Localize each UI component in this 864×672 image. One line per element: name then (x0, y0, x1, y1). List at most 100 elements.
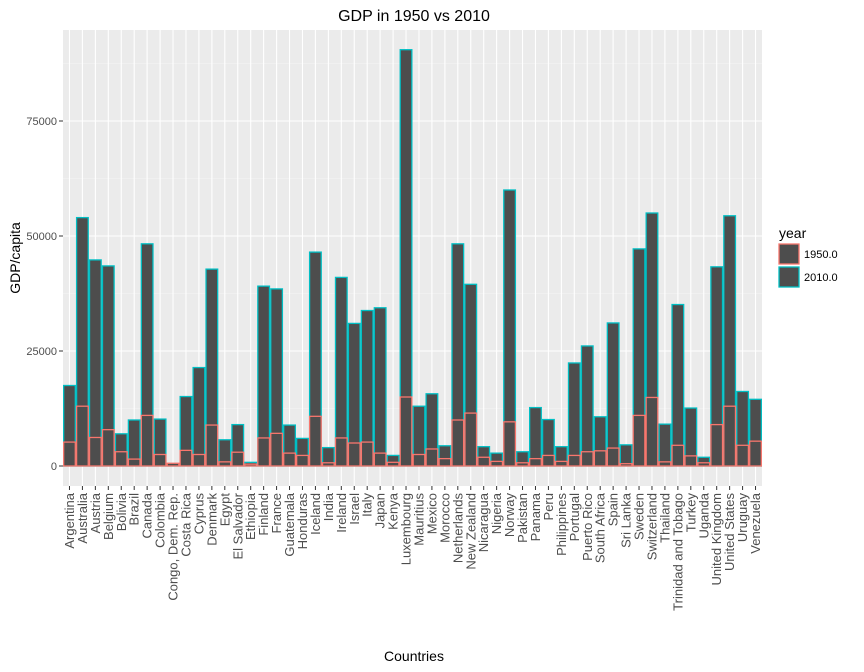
bar-1950.0-finland (257, 437, 271, 467)
x-tick-label: Norway (502, 493, 517, 538)
x-tick-label: Sri Lanka (619, 492, 634, 548)
x-axis-title: Countries (384, 648, 444, 664)
x-tick-label: Congo, Dem. Rep. (166, 493, 181, 601)
bar-1950.0-japan (373, 452, 387, 467)
bar-2010.0-thailand (658, 423, 672, 467)
x-tick-label: Nigeria (489, 492, 504, 534)
legend-label: 2010.0 (804, 272, 838, 284)
x-tick-label: United States (722, 493, 737, 572)
bar-1950.0-ethiopia (244, 463, 258, 467)
x-tick-label: Ethiopia (243, 492, 258, 540)
x-tick-label: Philippines (554, 493, 569, 556)
bar-1950.0-trinidad-and-tobago (671, 444, 685, 467)
x-tick-label: El Salvador (230, 492, 245, 559)
bar-1950.0-india (321, 462, 335, 467)
bar-1950.0-uganda (697, 462, 711, 467)
bar-1950.0-south-africa (593, 450, 607, 467)
bar-1950.0-nicaragua (477, 456, 491, 467)
bar-2010.0-portugal (567, 362, 581, 467)
bar-2010.0-panama (528, 406, 542, 467)
x-tick-label: Uruguay (735, 493, 750, 543)
x-tick-label: Guatemala (282, 492, 297, 556)
x-tick-label: Kenya (386, 492, 401, 530)
x-tick-label: France (269, 493, 284, 533)
bar-1950.0-norway (503, 421, 517, 467)
x-tick-label: Thailand (657, 493, 672, 543)
bar-2010.0-trinidad-and-tobago (671, 303, 685, 467)
bar-1950.0-mexico (425, 448, 439, 467)
bar-1950.0-canada (140, 414, 154, 467)
y-tick-label: 25000 (26, 346, 57, 358)
x-tick-label: Israel (347, 493, 362, 525)
bar-1950.0-panama (528, 457, 542, 467)
y-tick-label: 50000 (26, 231, 57, 243)
x-tick-label: Belgium (101, 493, 116, 540)
x-tick-label: Honduras (295, 493, 310, 550)
bar-1950.0-italy (360, 441, 374, 467)
bar-1950.0-uruguay (736, 444, 750, 467)
bar-1950.0-puerto-rico (580, 451, 594, 467)
x-tick-label: Venezuela (748, 492, 763, 553)
bar-1950.0-luxembourg (399, 396, 413, 467)
bar-1950.0-spain (606, 447, 620, 467)
bar-1950.0-cyprus (192, 453, 206, 467)
x-tick-label: Ireland (334, 493, 349, 533)
bar-1950.0-el-salvador (231, 451, 245, 467)
bar-1950.0-congo-dem-rep- (166, 462, 180, 467)
x-tick-label: Cyprus (191, 493, 206, 535)
bar-1950.0-bolivia (114, 451, 128, 467)
bar-2010.0-sri-lanka (619, 444, 633, 467)
x-tick-label: Austria (88, 492, 103, 533)
x-tick-label: Switzerland (644, 493, 659, 560)
x-tick-label: Panama (528, 492, 543, 541)
x-tick-label: Turkey (683, 493, 698, 533)
x-tick-label: Bolivia (114, 492, 129, 531)
x-tick-label: Egypt (217, 493, 232, 527)
x-tick-label: Morocco (437, 493, 452, 543)
y-tick-label: 0 (51, 461, 57, 473)
x-tick-label: Portugal (567, 493, 582, 542)
x-tick-label: Italy (360, 493, 375, 517)
x-tick-label: Argentina (62, 492, 77, 548)
bar-2010.0-spain (606, 322, 620, 467)
bar-1950.0-colombia (153, 453, 167, 467)
bar-2010.0-japan (373, 307, 387, 467)
bar-1950.0-australia (75, 405, 89, 467)
legend-key-1950.0 (778, 243, 800, 265)
bar-1950.0-portugal (567, 454, 581, 467)
bar-1950.0-morocco (438, 457, 452, 467)
x-tick-label: Mauritius (411, 493, 426, 546)
legend-title: year (779, 225, 807, 241)
bar-1950.0-kenya (386, 461, 400, 467)
bar-1950.0-netherlands (451, 419, 465, 467)
bar-1950.0-new-zealand (464, 412, 478, 467)
legend-label: 1950.0 (804, 249, 838, 261)
legend-key-2010.0 (778, 266, 800, 288)
bar-1950.0-mauritius (412, 453, 426, 467)
x-tick-label: Brazil (127, 493, 142, 526)
y-axis-title: GDP/capita (7, 222, 23, 294)
bars (62, 49, 763, 467)
bar-1950.0-brazil (127, 458, 141, 467)
bar-1950.0-austria (88, 436, 102, 467)
x-tick-label: Iceland (308, 493, 323, 535)
bar-1950.0-philippines (554, 460, 568, 467)
x-tick-label: Australia (75, 492, 90, 543)
bar-2010.0-puerto-rico (580, 345, 594, 467)
bar-1950.0-costa-rica (179, 449, 193, 467)
bar-1950.0-honduras (295, 454, 309, 467)
bar-1950.0-turkey (684, 455, 698, 467)
bar-1950.0-switzerland (645, 396, 659, 467)
legend-items: 1950.0 2010.0 (778, 243, 838, 288)
x-tick-label: Canada (140, 492, 155, 538)
x-tick-label: South Africa (593, 492, 608, 563)
x-tick-label: Colombia (153, 492, 168, 548)
x-tick-label: Netherlands (450, 493, 465, 564)
x-tick-label: Trinidad and Tobago (670, 493, 685, 611)
bar-1950.0-nigeria (490, 460, 504, 467)
x-axis-ticks: ArgentinaAustraliaAustriaBelgiumBoliviaB… (62, 486, 763, 611)
bar-1950.0-united-states (723, 405, 737, 467)
x-tick-label: Costa Rica (178, 492, 193, 556)
x-tick-label: Japan (373, 493, 388, 528)
